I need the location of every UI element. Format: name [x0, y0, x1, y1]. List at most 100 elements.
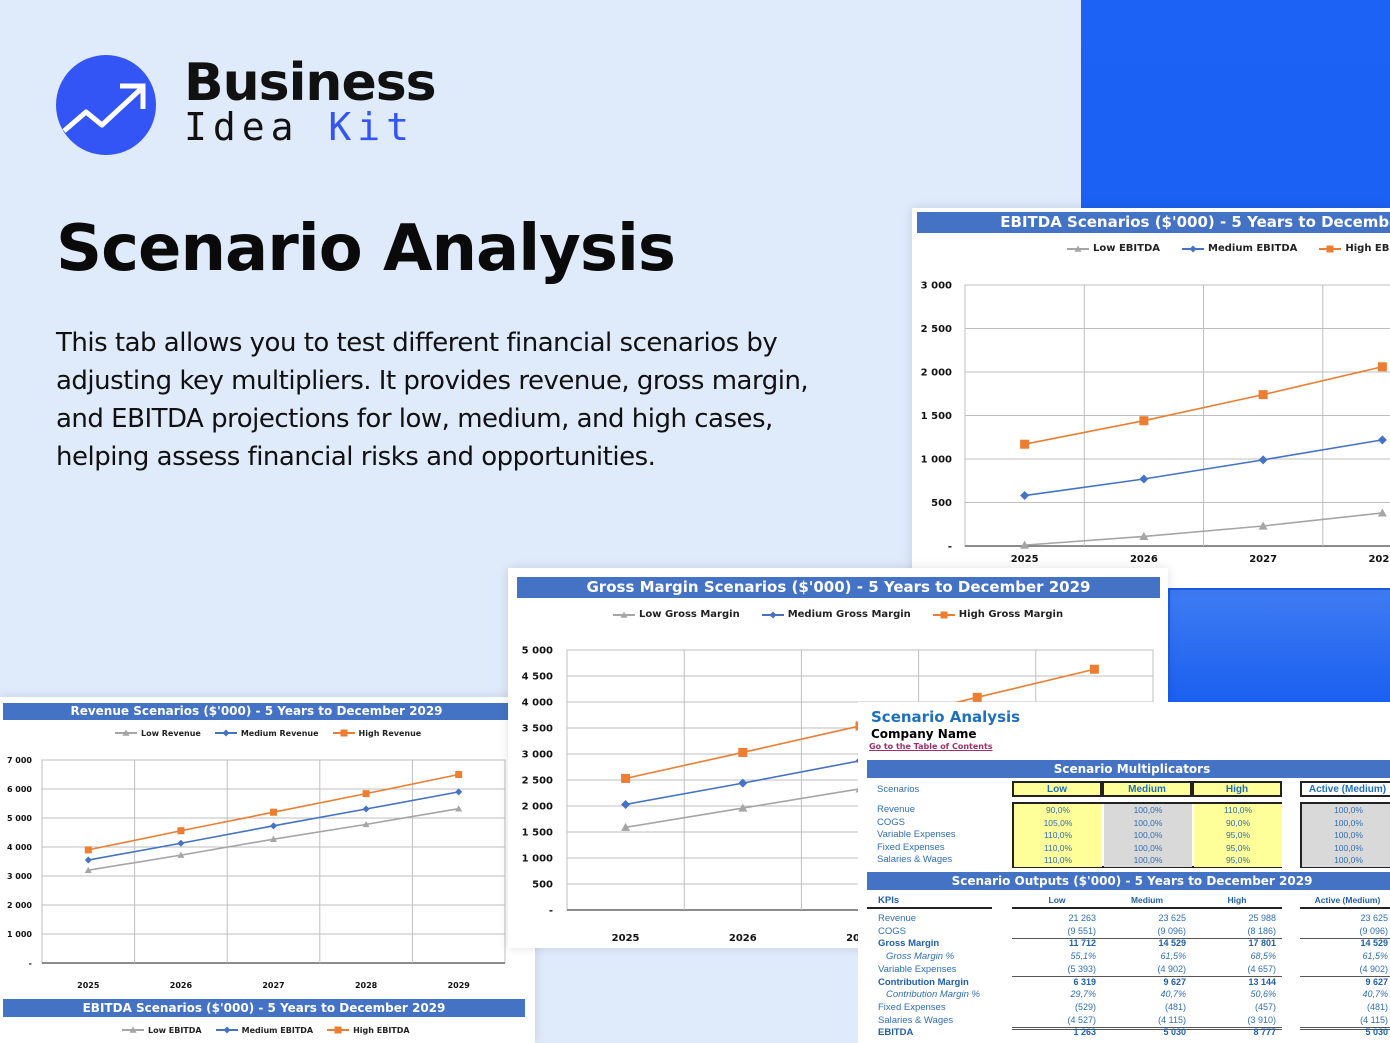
y-tick-label: 3 000 — [921, 281, 952, 292]
data-point-high — [84, 846, 92, 854]
multiplicator-input-medium[interactable]: 100,0% — [1104, 816, 1192, 830]
data-point-high — [1258, 390, 1268, 400]
multiplicator-input-medium[interactable]: 100,0% — [1104, 804, 1192, 817]
output-value-low: 21 263 — [1068, 913, 1096, 923]
output-active-value: (481) — [1366, 1001, 1388, 1012]
output-value-medium: 61,5% — [1160, 951, 1186, 962]
multiplicator-input-high[interactable]: 95,0% — [1194, 841, 1282, 855]
legend-marker-low-icon — [1067, 245, 1089, 252]
multiplicator-input-high[interactable]: 90,0% — [1194, 816, 1282, 830]
scenarios-label: Scenarios — [877, 784, 920, 795]
x-tick-label: 2027 — [262, 981, 284, 990]
legend-marker-high-icon — [332, 729, 355, 737]
data-point-low — [270, 835, 277, 842]
revenue-chart-panel: Revenue Scenarios ($'000) - 5 Years to D… — [0, 697, 535, 1043]
x-tick-label: 2026 — [729, 933, 757, 944]
data-point-high — [621, 773, 631, 783]
x-tick-label: 2028 — [1368, 554, 1390, 565]
y-tick-label: 1 000 — [7, 930, 32, 939]
y-tick-label: 2 000 — [522, 802, 553, 813]
legend-marker-medium-icon — [1182, 245, 1204, 252]
output-row-label: Variable Expenses — [878, 963, 957, 975]
multiplicator-input-high[interactable]: 95,0% — [1194, 854, 1282, 867]
legend-label: Medium EBITDA — [1208, 243, 1298, 254]
y-tick-label: 500 — [931, 498, 952, 509]
multiplicator-input-medium[interactable]: 100,0% — [1104, 854, 1192, 867]
multiplicator-input-high[interactable]: 110,0% — [1194, 804, 1282, 817]
legend-label: High EBITDA — [1345, 243, 1390, 254]
chart-title: Revenue Scenarios ($'000) - 5 Years to D… — [3, 703, 510, 720]
output-value-low: 11 712 — [1068, 938, 1096, 949]
company-name: Company Name — [871, 727, 977, 741]
data-point-low — [1139, 531, 1149, 541]
multiplicator-active-value: 100,0% — [1302, 816, 1390, 830]
multiplicator-input-low[interactable]: 105,0% — [1014, 816, 1102, 830]
legend-marker-low-icon — [613, 611, 635, 618]
active-grid-border — [1300, 802, 1390, 868]
y-tick-label: 4 000 — [7, 843, 32, 852]
multiplicator-input-high[interactable]: 95,0% — [1194, 829, 1282, 842]
data-point-medium — [84, 856, 92, 864]
data-point-medium — [362, 805, 370, 813]
y-tick-label: 6 000 — [7, 785, 32, 794]
legend-marker-medium-icon — [214, 729, 237, 737]
data-point-high — [1020, 439, 1030, 449]
legend-medium: Medium Revenue — [214, 728, 319, 738]
multiplicator-row-label: Variable Expenses — [877, 829, 956, 841]
data-point-high — [455, 771, 463, 778]
output-column-medium: Medium — [1130, 895, 1164, 905]
legend-low: Low EBITDA — [122, 1025, 202, 1035]
data-point-medium — [455, 788, 463, 796]
output-active-value: (4 902) — [1359, 963, 1388, 974]
data-point-high — [270, 808, 277, 816]
kpi-header-rule — [867, 907, 992, 909]
data-point-low — [738, 803, 748, 812]
output-value-medium: (4 115) — [1158, 1014, 1186, 1025]
legend-label: Medium Revenue — [240, 728, 319, 738]
output-row-label: Gross Margin % — [886, 951, 955, 963]
data-point-medium — [1258, 455, 1268, 465]
y-tick-label: 3 000 — [7, 872, 32, 881]
legend-label: Low Gross Margin — [639, 609, 740, 620]
subtotal-rule — [1012, 1026, 1282, 1030]
output-active-value: 61,5% — [1362, 951, 1388, 962]
scenario-column-medium: Medium — [1102, 781, 1192, 797]
multiplicator-input-low[interactable]: 110,0% — [1014, 854, 1102, 867]
y-tick-label: 5 000 — [7, 814, 32, 823]
multiplicator-input-low[interactable]: 110,0% — [1014, 829, 1102, 842]
scenario-sheet: Scenario Analysis Company Name Go to the… — [858, 702, 1390, 1043]
output-value-high: 68,5% — [1250, 951, 1276, 962]
multiplicator-input-medium[interactable]: 100,0% — [1104, 841, 1192, 855]
kpi-header: KPIs — [878, 895, 900, 906]
data-point-medium — [1139, 474, 1149, 484]
legend-medium: Medium EBITDA — [1182, 243, 1297, 254]
sheet-title: Scenario Analysis — [871, 708, 1021, 726]
x-tick-label: 2026 — [170, 981, 193, 990]
legend-label: Medium Gross Margin — [787, 609, 911, 620]
legend-medium: Medium EBITDA — [215, 1025, 314, 1035]
multiplicator-input-low[interactable]: 90,0% — [1014, 804, 1102, 817]
legend-high: High EBITDA — [1319, 243, 1390, 254]
multiplicator-input-low[interactable]: 110,0% — [1014, 841, 1102, 855]
multiplicator-input-medium[interactable]: 100,0% — [1104, 829, 1192, 842]
output-value-high: (4 657) — [1247, 963, 1276, 974]
output-active-value: (4 115) — [1360, 1014, 1388, 1025]
active-scenario-header: Active (Medium) — [1300, 781, 1390, 797]
legend-high: High Revenue — [332, 728, 421, 738]
chart-legend: Low Revenue Medium Revenue High Revenue — [115, 728, 421, 738]
output-active-value: (9 096) — [1359, 925, 1388, 936]
data-point-low — [1377, 508, 1387, 517]
y-tick-label: 4 000 — [522, 698, 553, 709]
toc-link[interactable]: Go to the Table of Contents — [869, 742, 993, 751]
chart-title: EBITDA Scenarios ($'000) - 5 Years to De… — [917, 212, 1390, 233]
ebitda-chart-panel: EBITDA Scenarios ($'000) - 5 Years to De… — [912, 208, 1390, 588]
data-point-low — [1020, 540, 1030, 549]
data-point-high — [972, 692, 982, 702]
chart-legend: Low Gross Margin Medium Gross Margin High … — [613, 609, 1063, 620]
x-tick-label: 2025 — [1011, 554, 1039, 565]
output-value-high: 8 777 — [1253, 1027, 1276, 1038]
brand-idea: Idea — [184, 105, 300, 149]
data-point-medium — [1377, 435, 1387, 445]
legend-label: Medium EBITDA — [241, 1025, 314, 1035]
outputs-header: Scenario Outputs ($'000) - 5 Years to De… — [867, 872, 1390, 890]
